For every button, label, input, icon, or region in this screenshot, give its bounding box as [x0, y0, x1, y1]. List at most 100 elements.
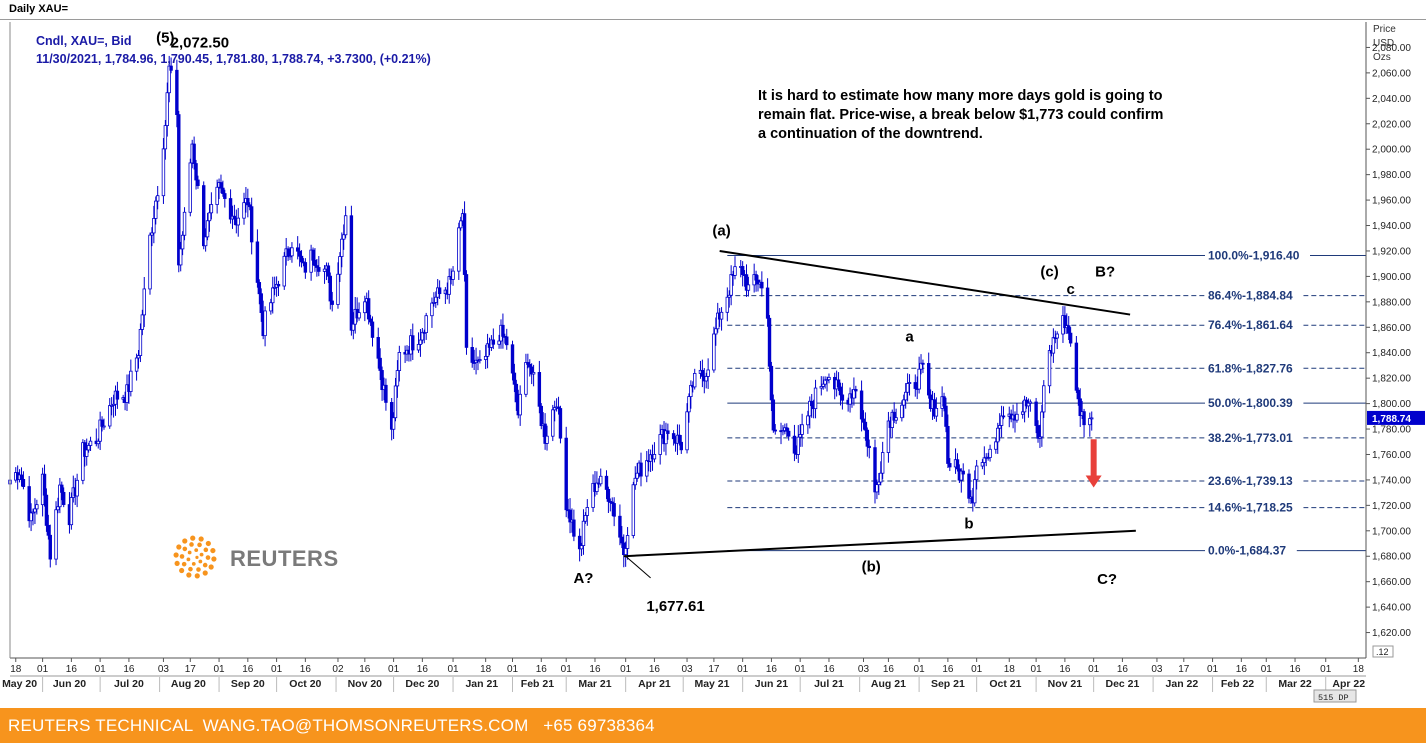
candle-body — [558, 408, 563, 439]
candle-body — [873, 447, 877, 493]
wave-annotation: a — [905, 328, 914, 345]
candle-body — [900, 404, 904, 419]
candle-body — [249, 206, 254, 243]
candle-body — [894, 417, 898, 421]
candle-body — [905, 383, 910, 393]
wave-annotation: (5) — [156, 29, 174, 46]
y-tick-label: 1,940.00 — [1372, 221, 1411, 232]
candle-body — [510, 344, 515, 374]
candle-body — [677, 434, 682, 443]
candle-body — [545, 435, 549, 444]
reuters-dot-ring-icon — [173, 535, 217, 579]
candle-body — [98, 419, 102, 442]
candle-body — [927, 363, 931, 396]
candle-body — [595, 482, 599, 492]
candle-body — [317, 267, 321, 272]
candle-body — [271, 287, 275, 304]
scale-status-box[interactable] — [1313, 689, 1357, 703]
scale-status: 515 DP — [1318, 693, 1349, 703]
candle-body — [1076, 389, 1081, 400]
candle-body — [376, 337, 380, 359]
candle-body — [100, 419, 104, 427]
candle-body — [808, 400, 812, 417]
legend-line2: 11/30/2021, 1,784.96, 1,790.45, 1,781.80… — [36, 52, 431, 66]
candle-body — [485, 343, 490, 357]
candle-body — [236, 217, 240, 226]
fib-level-label: 100.0%-1,916.40 — [1208, 249, 1300, 263]
candle-body — [378, 357, 382, 371]
fib-label-bg — [1205, 430, 1304, 444]
candle-body — [865, 429, 870, 447]
candle-body — [437, 287, 442, 295]
candle-body — [1038, 436, 1042, 439]
wave-annotation: C? — [1097, 571, 1117, 588]
x-day-label: 16 — [123, 664, 135, 675]
x-day-label: 01 — [271, 664, 283, 675]
candle-body — [719, 311, 724, 320]
candle-body — [526, 362, 530, 365]
commentary-line-3: a continuation of the downtrend. — [758, 126, 983, 142]
corner-box — [1372, 645, 1394, 658]
x-day-label: 18 — [1004, 664, 1016, 675]
candle-body — [177, 114, 181, 266]
candle-body — [852, 389, 856, 399]
candle-body — [322, 268, 327, 272]
candle-body — [297, 250, 302, 257]
candle-body — [902, 399, 906, 406]
candle-body — [553, 407, 557, 411]
candle-body — [572, 519, 576, 537]
candle-body — [687, 396, 691, 413]
candle-body — [635, 472, 639, 479]
fib-label-bg — [1205, 396, 1304, 410]
candle-body — [664, 430, 668, 445]
fib-level-label: 76.4%-1,861.64 — [1208, 318, 1293, 332]
candle-body — [639, 462, 643, 477]
candle-body — [340, 238, 344, 257]
candle-body — [196, 179, 200, 186]
candle-body — [861, 418, 866, 423]
candle-body — [391, 417, 396, 430]
candle-body — [712, 333, 716, 371]
candle-body — [167, 65, 171, 94]
candle-body — [769, 365, 774, 401]
candle-body — [451, 270, 455, 280]
candle-body — [203, 236, 208, 247]
candle-body — [395, 370, 400, 387]
x-day-label: 17 — [708, 664, 720, 675]
candle-body — [537, 372, 542, 407]
y-tick-label: 1,880.00 — [1372, 297, 1411, 308]
candle-body — [704, 376, 708, 382]
candle-body — [330, 300, 334, 305]
x-day-label: 16 — [942, 664, 954, 675]
window-title: Daily XAU= — [9, 3, 68, 15]
candle-body — [577, 535, 582, 550]
candle-body — [725, 296, 730, 313]
candle-body — [276, 283, 281, 287]
candle-body — [1047, 350, 1052, 387]
candle-body — [679, 441, 683, 451]
footer-bar: REUTERS TECHNICAL WANG.TAO@THOMSONREUTER… — [0, 708, 1426, 743]
candle-body — [125, 384, 129, 403]
y-tick-label: 1,660.00 — [1372, 577, 1411, 588]
axis-header: Price USD Ozs — [1373, 24, 1396, 63]
candle-body — [102, 425, 106, 428]
candle-body — [269, 302, 273, 312]
candle-body — [228, 198, 233, 220]
x-month-label: Jan 22 — [1166, 678, 1199, 690]
candle-body — [625, 535, 630, 549]
x-day-label: 02 — [332, 664, 344, 675]
fib-label-bg — [1205, 474, 1304, 488]
x-month-label: Aug 20 — [171, 678, 206, 690]
candle-body — [154, 200, 158, 219]
candle-body — [88, 440, 93, 446]
candle-body — [658, 434, 662, 455]
price-chart[interactable]: 100.0%-1,916.40 86.4%-1,884.84 76.4%-1,861… — [0, 0, 1426, 708]
candle-body — [202, 185, 206, 247]
candle-body — [631, 484, 636, 536]
candle-body — [497, 340, 501, 345]
candle-body — [205, 220, 210, 238]
candle-body — [111, 403, 116, 406]
candle-body — [338, 256, 342, 275]
candle-body — [420, 331, 425, 341]
wave-annotation: 2,072.50 — [171, 34, 229, 51]
